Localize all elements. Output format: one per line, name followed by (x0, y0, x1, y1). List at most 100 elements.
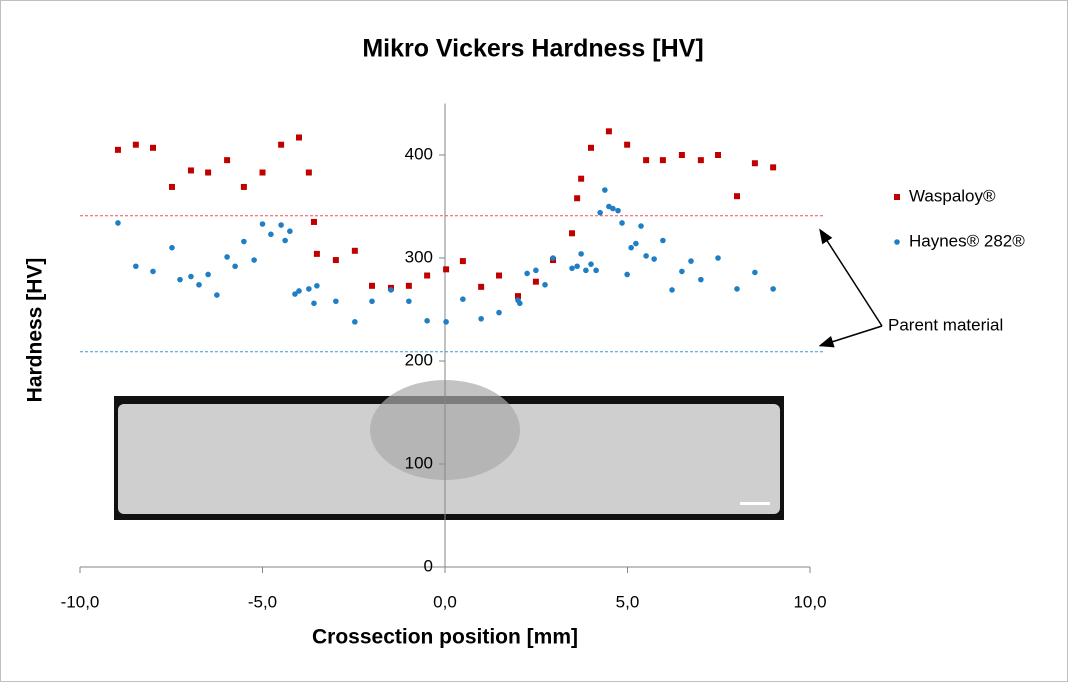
point (533, 267, 539, 274)
point (615, 207, 621, 214)
point (388, 287, 394, 293)
point (369, 282, 375, 289)
point (296, 288, 302, 294)
x-axis-label: Crossection position [mm] (312, 626, 578, 649)
point (578, 251, 584, 257)
point (278, 222, 284, 228)
point (583, 267, 589, 274)
legend-marker (894, 239, 900, 245)
annotation-arrow (819, 228, 883, 327)
point (114, 146, 121, 153)
point (406, 298, 412, 305)
point (169, 244, 175, 251)
point (734, 193, 740, 200)
point (569, 230, 576, 237)
point (314, 283, 320, 289)
point (597, 209, 603, 216)
point (593, 267, 599, 274)
point (751, 160, 758, 167)
point (310, 218, 317, 225)
y-tick-label: 400 (405, 144, 433, 163)
point (224, 254, 230, 260)
point (196, 281, 202, 288)
point (150, 144, 156, 151)
x-tick-label: 10,0 (793, 592, 826, 611)
point (517, 300, 523, 307)
point (478, 315, 484, 322)
point (443, 319, 449, 325)
annotation-arrow (818, 325, 883, 348)
point (177, 276, 183, 283)
y-tick-label: 0 (424, 556, 433, 575)
point (232, 263, 238, 270)
point (224, 157, 231, 164)
point (660, 237, 666, 244)
point (268, 231, 274, 238)
y-axis-label: Hardness [HV] (24, 258, 47, 403)
point (133, 263, 139, 270)
point (624, 141, 631, 148)
point (542, 281, 548, 288)
point (588, 144, 594, 151)
point (550, 255, 556, 261)
point (115, 220, 121, 226)
point (168, 183, 175, 190)
x-tick-label: -5,0 (248, 592, 277, 611)
point (651, 256, 657, 262)
point (296, 134, 302, 141)
x-tick-label: 0,0 (433, 592, 457, 611)
point (292, 291, 298, 297)
point (688, 258, 694, 264)
point (515, 293, 521, 300)
point (679, 268, 685, 275)
point (678, 152, 685, 158)
point (578, 175, 585, 182)
point (306, 286, 312, 292)
point (770, 286, 776, 292)
point (459, 258, 466, 265)
point (460, 296, 466, 303)
legend-marker (894, 194, 900, 200)
point (574, 195, 581, 202)
point (643, 253, 649, 259)
point (259, 169, 266, 176)
point (659, 157, 666, 164)
point (405, 282, 412, 289)
point (241, 238, 247, 245)
point (187, 167, 194, 174)
point (569, 265, 575, 272)
point (369, 298, 375, 305)
point (332, 257, 339, 264)
point (305, 169, 312, 176)
point (574, 263, 580, 270)
point (188, 273, 194, 280)
chart-title: Mikro Vickers Hardness [HV] (362, 35, 703, 63)
point (352, 319, 358, 325)
point (633, 240, 639, 247)
point (424, 318, 430, 324)
x-tick-label: -10,0 (61, 592, 100, 611)
point (214, 292, 220, 298)
point (588, 261, 594, 267)
legend-label: Haynes® 282® (909, 231, 1025, 250)
point (443, 266, 450, 273)
point (669, 287, 675, 293)
cross-section-image (114, 380, 784, 520)
point (524, 270, 530, 277)
point (715, 152, 722, 158)
point (628, 244, 634, 251)
point (496, 309, 502, 316)
point (251, 257, 257, 263)
point (278, 141, 285, 148)
point (602, 187, 608, 193)
point (698, 276, 704, 283)
point (496, 272, 503, 279)
point (715, 255, 721, 261)
point (770, 164, 777, 171)
point (311, 300, 317, 307)
point (624, 271, 630, 278)
point (424, 272, 431, 279)
legend-label: Waspaloy® (909, 186, 996, 205)
